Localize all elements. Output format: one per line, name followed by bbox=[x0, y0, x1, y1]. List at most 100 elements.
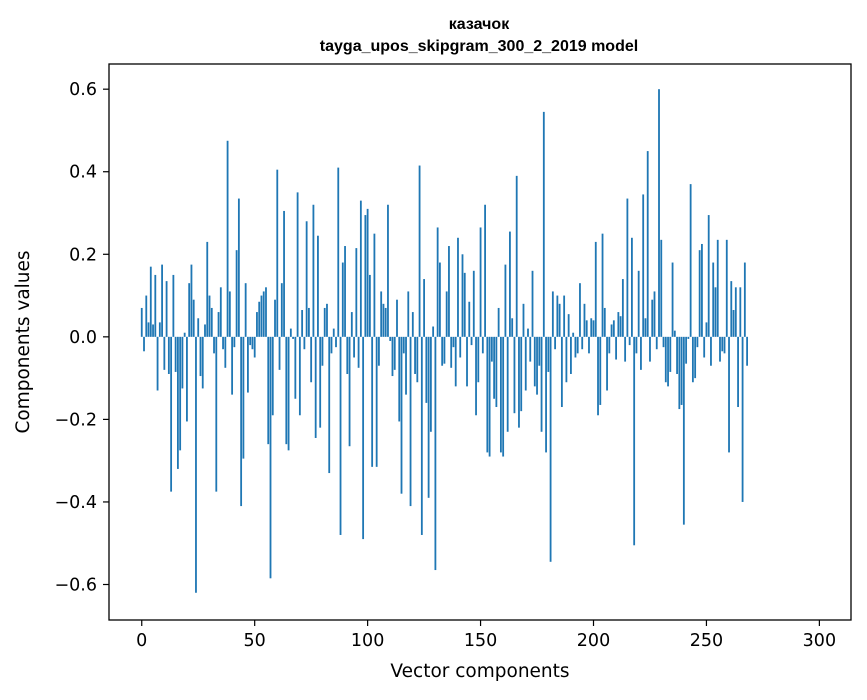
bar bbox=[328, 336, 331, 474]
bar bbox=[685, 336, 688, 364]
bar bbox=[208, 295, 211, 337]
bar bbox=[495, 336, 498, 408]
bar bbox=[612, 320, 615, 337]
bar bbox=[181, 336, 184, 389]
bar bbox=[725, 239, 728, 337]
bar bbox=[380, 291, 383, 337]
bar bbox=[247, 336, 249, 393]
bar bbox=[445, 291, 448, 337]
bar bbox=[653, 291, 656, 337]
y-axis-ticks: −0.6 −0.4 −0.2 0.0 0.2 0.4 0.6 bbox=[55, 80, 109, 596]
bar bbox=[353, 336, 355, 358]
bar bbox=[682, 336, 685, 525]
bar bbox=[556, 295, 559, 337]
bar bbox=[488, 336, 491, 457]
bar bbox=[734, 287, 737, 337]
bar bbox=[698, 250, 701, 337]
bar bbox=[694, 336, 697, 379]
bar bbox=[407, 291, 410, 337]
bar bbox=[637, 270, 640, 337]
bar bbox=[195, 336, 197, 593]
bar bbox=[468, 301, 471, 337]
bar bbox=[484, 204, 486, 337]
bar bbox=[655, 336, 658, 350]
bar bbox=[624, 336, 627, 362]
bar bbox=[332, 328, 335, 337]
bar bbox=[296, 192, 299, 337]
bar bbox=[518, 336, 520, 428]
bar bbox=[400, 336, 403, 494]
bar bbox=[689, 184, 692, 337]
bar bbox=[283, 210, 285, 337]
bar bbox=[344, 246, 346, 337]
chart-subtitle: tayga_upos_skipgram_300_2_2019 model bbox=[320, 38, 638, 55]
bar bbox=[547, 336, 550, 372]
bar bbox=[712, 262, 715, 337]
bar bbox=[416, 336, 419, 383]
bar bbox=[737, 336, 739, 408]
bar bbox=[676, 336, 678, 374]
y-tick-label: −0.6 bbox=[55, 576, 98, 596]
bar bbox=[490, 336, 493, 362]
bar bbox=[172, 274, 175, 337]
bar bbox=[660, 239, 663, 337]
bar bbox=[298, 336, 301, 416]
bar bbox=[560, 336, 563, 408]
bar bbox=[389, 336, 392, 341]
y-tick-label: −0.2 bbox=[55, 410, 98, 430]
bar bbox=[703, 336, 706, 358]
bar bbox=[323, 307, 326, 337]
bar bbox=[615, 336, 617, 360]
bar bbox=[669, 336, 672, 372]
bar bbox=[267, 336, 270, 445]
bar bbox=[192, 299, 195, 337]
bar bbox=[732, 310, 735, 337]
bar bbox=[597, 336, 599, 416]
bar bbox=[601, 233, 604, 337]
bar bbox=[152, 324, 154, 337]
bar bbox=[339, 336, 342, 535]
bar bbox=[429, 336, 432, 432]
bar bbox=[716, 239, 719, 337]
bar bbox=[204, 324, 206, 337]
bar bbox=[441, 336, 444, 366]
bar bbox=[493, 336, 496, 399]
bar bbox=[472, 270, 475, 337]
bar bbox=[312, 204, 315, 337]
bar bbox=[224, 336, 227, 368]
bar bbox=[434, 336, 437, 571]
y-tick-label: 0.2 bbox=[69, 245, 97, 265]
bar bbox=[409, 336, 412, 507]
bar bbox=[393, 336, 396, 370]
bar bbox=[427, 336, 430, 498]
bar bbox=[572, 332, 575, 337]
bar bbox=[540, 336, 543, 432]
bar bbox=[206, 241, 209, 337]
y-tick-label: 0.6 bbox=[69, 80, 97, 100]
bar bbox=[249, 336, 252, 346]
bar bbox=[156, 336, 159, 391]
bar bbox=[301, 310, 304, 337]
bar bbox=[714, 287, 717, 337]
bar bbox=[213, 336, 215, 354]
bar bbox=[502, 336, 505, 457]
bar bbox=[326, 303, 328, 337]
bar bbox=[276, 169, 279, 337]
bar bbox=[671, 262, 674, 337]
x-tick-label: 100 bbox=[351, 631, 384, 651]
bar bbox=[635, 336, 638, 354]
bar bbox=[373, 233, 376, 337]
bar bbox=[382, 303, 385, 337]
bar bbox=[513, 336, 516, 414]
bar bbox=[289, 328, 292, 337]
x-tick-label: 300 bbox=[803, 631, 836, 651]
bar bbox=[499, 336, 502, 453]
bar bbox=[391, 336, 394, 377]
bar bbox=[165, 281, 168, 337]
x-tick-label: 250 bbox=[690, 631, 723, 651]
bar bbox=[583, 303, 586, 337]
bar bbox=[531, 270, 534, 337]
bar bbox=[303, 336, 306, 350]
